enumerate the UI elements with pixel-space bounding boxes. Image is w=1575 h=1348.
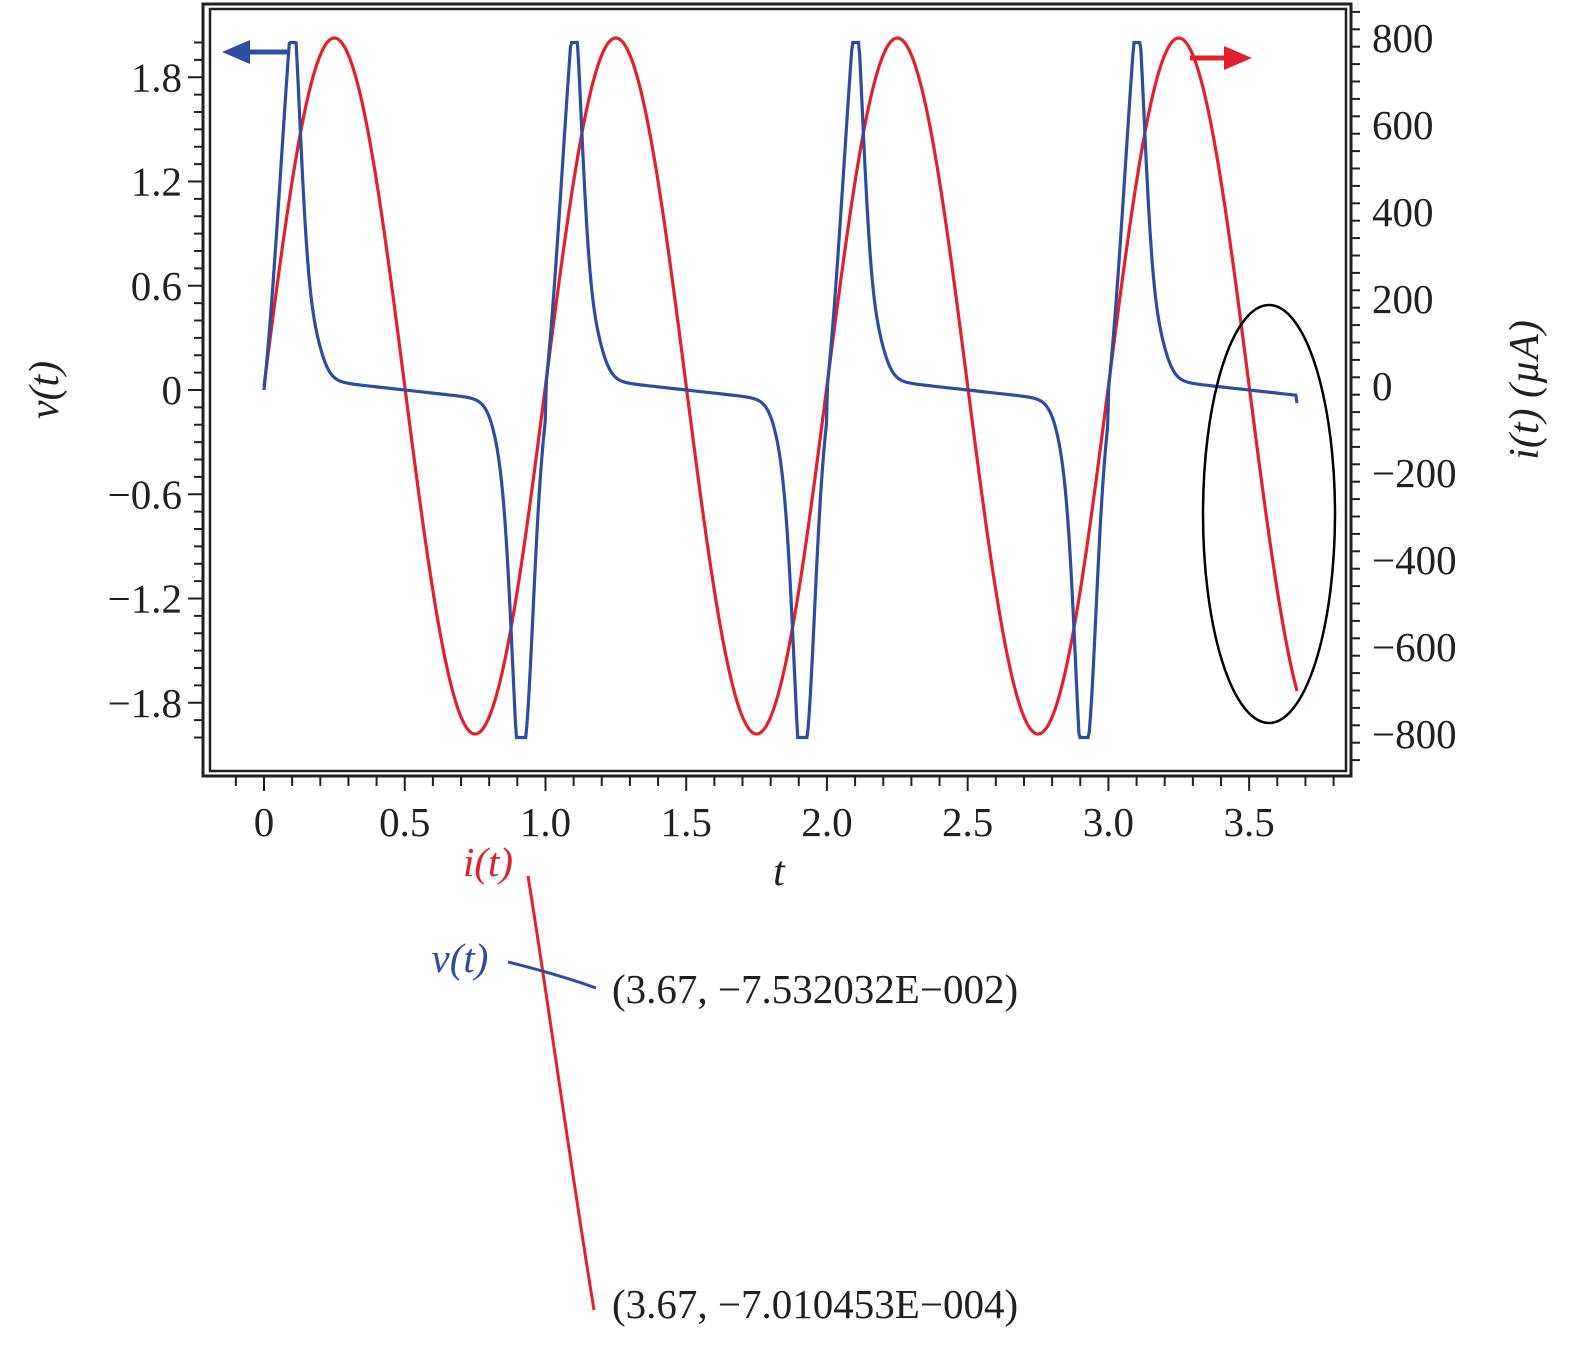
x-tick-label: 3.0 xyxy=(1083,799,1134,845)
callout-label-current: i(t) xyxy=(463,839,513,885)
callout-curve-current xyxy=(526,875,596,1311)
x-tick-label: 0 xyxy=(254,799,275,845)
tick-marks xyxy=(188,10,1360,791)
y-right-tick-label: 200 xyxy=(1372,276,1434,322)
x-tick-label: 2.0 xyxy=(801,799,852,845)
y-right-tick-label: −200 xyxy=(1372,450,1457,496)
plot-frame-inner xyxy=(208,7,1348,773)
right-axis-arrow xyxy=(1190,46,1252,70)
series-current-line xyxy=(262,36,1299,736)
y-left-tick-label: −1.2 xyxy=(108,576,182,622)
y-left-tick-label: −0.6 xyxy=(108,471,182,517)
left-axis-arrow xyxy=(222,40,287,64)
plot-frame-outer xyxy=(201,2,1353,778)
y-right-tick-label: 600 xyxy=(1372,102,1434,148)
y-axis-right-title: i(t) (µA) xyxy=(1502,320,1548,460)
callout-value-voltage: (3.67, −7.532032E−002) xyxy=(612,966,1018,1012)
x-tick-label: 0.5 xyxy=(379,799,430,845)
tick-labels: 0 0.5 1.0 1.5 2.0 2.5 3.0 3.5 1.8 1.2 0.6 0 −0.6 −1.2… xyxy=(108,15,1457,845)
series-lines xyxy=(262,36,1299,740)
y-right-tick-label: −600 xyxy=(1372,624,1457,670)
x-tick-label: 1.0 xyxy=(520,799,571,845)
callout-curve-voltage xyxy=(507,960,597,990)
y-right-tick-label: −800 xyxy=(1372,711,1457,757)
callout-value-current: (3.67, −7.010453E−004) xyxy=(612,1281,1018,1327)
y-axis-left-title: v(t) xyxy=(22,361,68,419)
x-tick-label: 1.5 xyxy=(661,799,712,845)
x-axis-title: t xyxy=(773,849,786,895)
y-right-tick-label: 400 xyxy=(1372,189,1434,235)
y-left-tick-label: 0.6 xyxy=(131,263,182,309)
y-right-tick-label: 0 xyxy=(1372,363,1393,409)
x-tick-label: 2.5 xyxy=(942,799,993,845)
y-right-tick-label: −400 xyxy=(1372,537,1457,583)
series-voltage-line xyxy=(262,40,1299,740)
y-left-tick-label: 1.8 xyxy=(131,54,182,100)
y-left-tick-label: 1.2 xyxy=(131,159,182,205)
y-left-tick-label: −1.8 xyxy=(108,680,182,726)
x-tick-label: 3.5 xyxy=(1224,799,1275,845)
y-left-tick-label: 0 xyxy=(162,367,183,413)
callout-label-voltage: v(t) xyxy=(432,935,489,981)
highlight-ellipse xyxy=(1201,303,1337,725)
y-right-tick-label: 800 xyxy=(1372,15,1434,61)
